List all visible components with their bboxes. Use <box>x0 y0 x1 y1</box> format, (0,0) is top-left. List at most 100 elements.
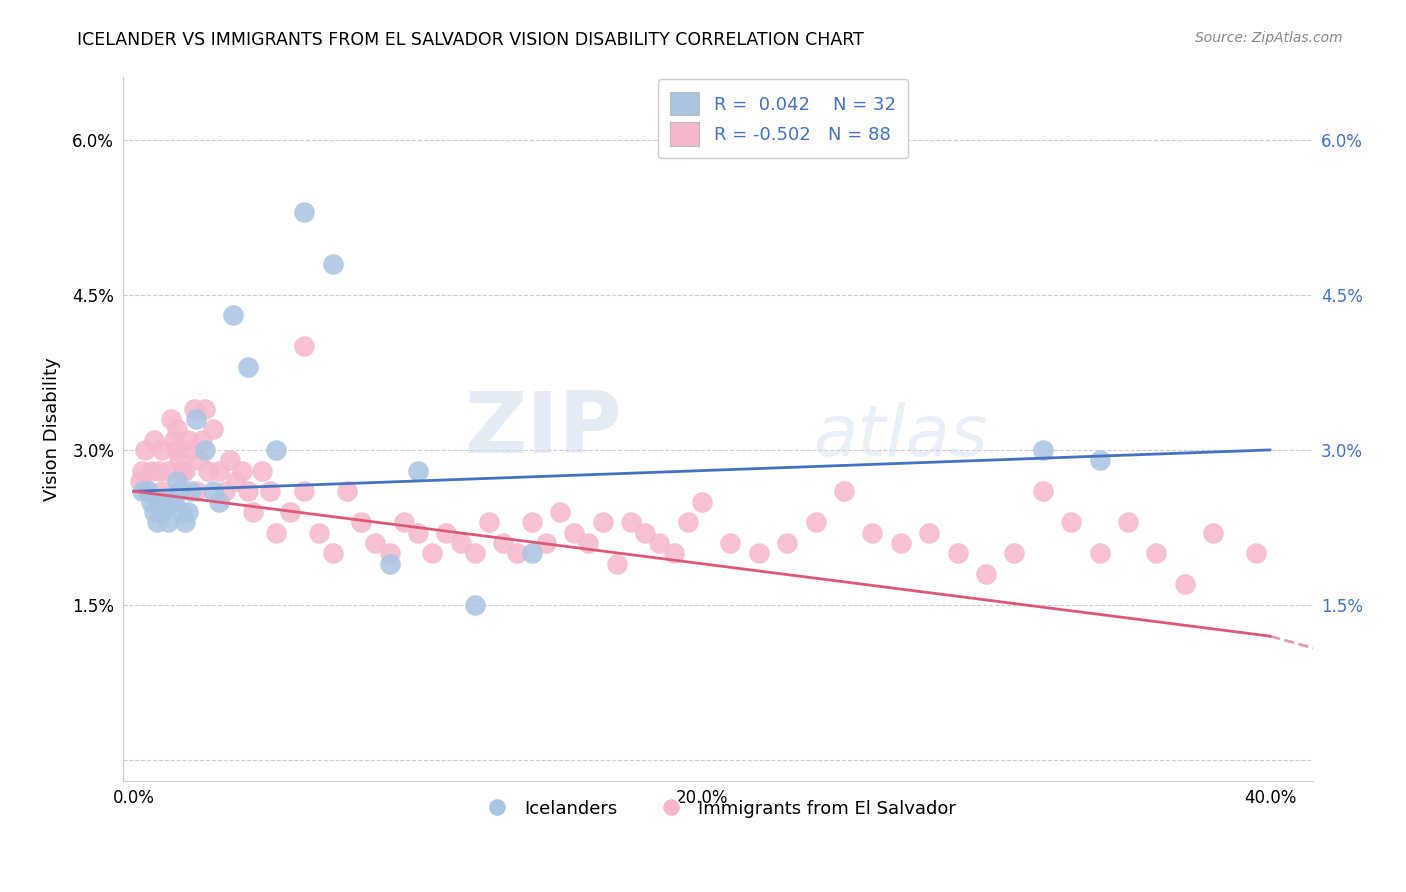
Point <box>208 494 231 508</box>
Point <box>236 484 259 499</box>
Point <box>166 442 188 457</box>
Point <box>676 516 699 530</box>
Point <box>718 536 741 550</box>
Point <box>219 453 242 467</box>
Point <box>197 464 219 478</box>
Point <box>1174 577 1197 591</box>
Point <box>1060 516 1083 530</box>
Point <box>322 546 344 560</box>
Point <box>292 339 315 353</box>
Point <box>264 442 287 457</box>
Point <box>264 525 287 540</box>
Point <box>420 546 443 560</box>
Point <box>748 546 770 560</box>
Point <box>478 516 501 530</box>
Point <box>177 505 200 519</box>
Point <box>250 464 273 478</box>
Point <box>194 401 217 416</box>
Point <box>202 484 225 499</box>
Point <box>142 433 165 447</box>
Point <box>804 516 827 530</box>
Point <box>918 525 941 540</box>
Point <box>225 474 247 488</box>
Point <box>163 433 186 447</box>
Point <box>136 484 159 499</box>
Point <box>308 525 330 540</box>
Point <box>946 546 969 560</box>
Point <box>128 474 150 488</box>
Point <box>222 309 245 323</box>
Point <box>145 516 167 530</box>
Point <box>562 525 585 540</box>
Point <box>139 464 162 478</box>
Point <box>131 464 153 478</box>
Point <box>131 484 153 499</box>
Point <box>153 494 176 508</box>
Point <box>620 516 643 530</box>
Point <box>1116 516 1139 530</box>
Point <box>378 546 401 560</box>
Point <box>1088 546 1111 560</box>
Point <box>336 484 359 499</box>
Point <box>634 525 657 540</box>
Point <box>1244 546 1267 560</box>
Point <box>153 494 176 508</box>
Point <box>183 401 205 416</box>
Text: Source: ZipAtlas.com: Source: ZipAtlas.com <box>1195 31 1343 45</box>
Point <box>548 505 571 519</box>
Point <box>148 464 170 478</box>
Point <box>177 433 200 447</box>
Point <box>208 464 231 478</box>
Text: ZIP: ZIP <box>464 388 623 471</box>
Point <box>450 536 472 550</box>
Point <box>434 525 457 540</box>
Point <box>160 412 183 426</box>
Point <box>236 360 259 375</box>
Point <box>259 484 281 499</box>
Text: ICELANDER VS IMMIGRANTS FROM EL SALVADOR VISION DISABILITY CORRELATION CHART: ICELANDER VS IMMIGRANTS FROM EL SALVADOR… <box>77 31 865 49</box>
Point <box>606 557 628 571</box>
Point <box>406 525 429 540</box>
Point <box>191 433 214 447</box>
Point <box>492 536 515 550</box>
Point <box>134 442 156 457</box>
Point <box>163 494 186 508</box>
Point <box>180 442 202 457</box>
Point <box>378 557 401 571</box>
Point <box>576 536 599 550</box>
Point <box>464 598 486 612</box>
Point <box>194 442 217 457</box>
Point <box>156 516 179 530</box>
Legend: Icelanders, Immigrants from El Salvador: Icelanders, Immigrants from El Salvador <box>471 792 963 825</box>
Point <box>150 505 173 519</box>
Point <box>1032 484 1054 499</box>
Y-axis label: Vision Disability: Vision Disability <box>44 358 60 501</box>
Point <box>520 516 543 530</box>
Point <box>322 257 344 271</box>
Point <box>464 546 486 560</box>
Point <box>150 442 173 457</box>
Point <box>662 546 685 560</box>
Point <box>520 546 543 560</box>
Point <box>156 464 179 478</box>
Point <box>150 484 173 499</box>
Point <box>172 505 194 519</box>
Point <box>1202 525 1225 540</box>
Point <box>1088 453 1111 467</box>
Point <box>392 516 415 530</box>
Point <box>172 464 194 478</box>
Point <box>136 484 159 499</box>
Text: atlas: atlas <box>813 401 987 471</box>
Point <box>648 536 671 550</box>
Point <box>169 453 191 467</box>
Point <box>292 205 315 219</box>
Point <box>1144 546 1167 560</box>
Point <box>186 484 208 499</box>
Point <box>148 494 170 508</box>
Point <box>364 536 387 550</box>
Point <box>139 494 162 508</box>
Point <box>890 536 912 550</box>
Point <box>776 536 799 550</box>
Point <box>350 516 373 530</box>
Point <box>1002 546 1025 560</box>
